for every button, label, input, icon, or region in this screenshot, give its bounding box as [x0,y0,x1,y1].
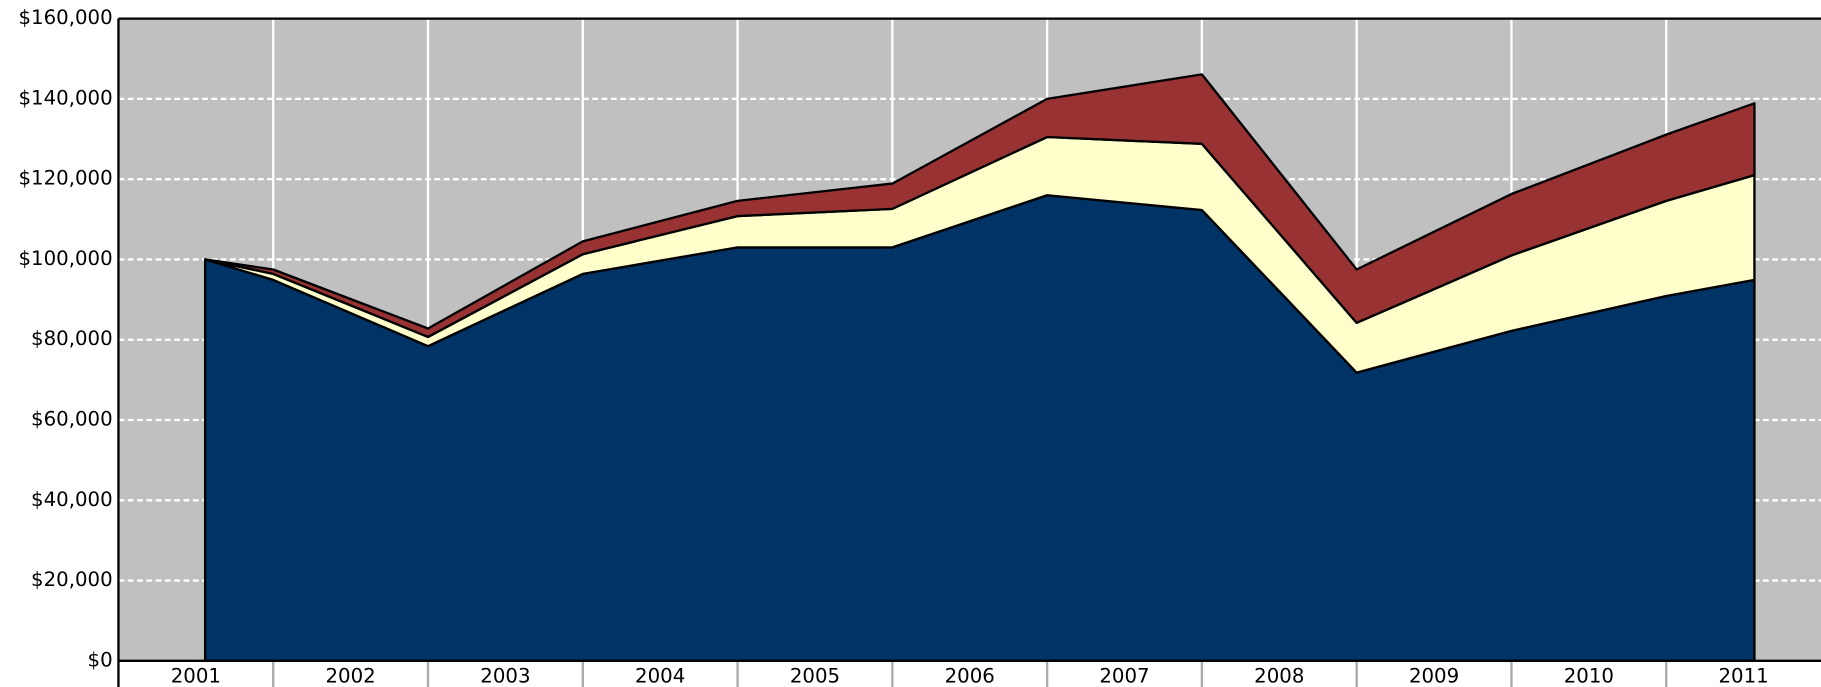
x-tick-label: 2004 [635,665,685,687]
y-tick-label: $20,000 [31,568,113,591]
y-tick-label: $0 [88,648,113,671]
x-tick-label: 2003 [480,665,530,687]
x-tick-label: 2008 [1254,665,1304,687]
x-tick-label: 2006 [945,665,995,687]
x-tick-label: 2009 [1409,665,1459,687]
x-tick-label: 2001 [171,665,221,687]
y-tick-label: $140,000 [18,86,112,109]
y-tick-label: $60,000 [31,408,113,431]
x-tick-label: 2011 [1718,665,1768,687]
x-tick-label: 2005 [790,665,840,687]
y-tick-label: $160,000 [18,6,112,29]
y-tick-label: $100,000 [18,247,112,270]
x-tick-label: 2010 [1564,665,1614,687]
y-tick-label: $80,000 [31,327,113,350]
y-tick-label: $40,000 [31,488,113,511]
x-tick-label: 2002 [326,665,376,687]
y-tick-label: $120,000 [18,167,112,190]
area [203,73,1756,339]
x-tick-label: 2007 [1099,665,1149,687]
